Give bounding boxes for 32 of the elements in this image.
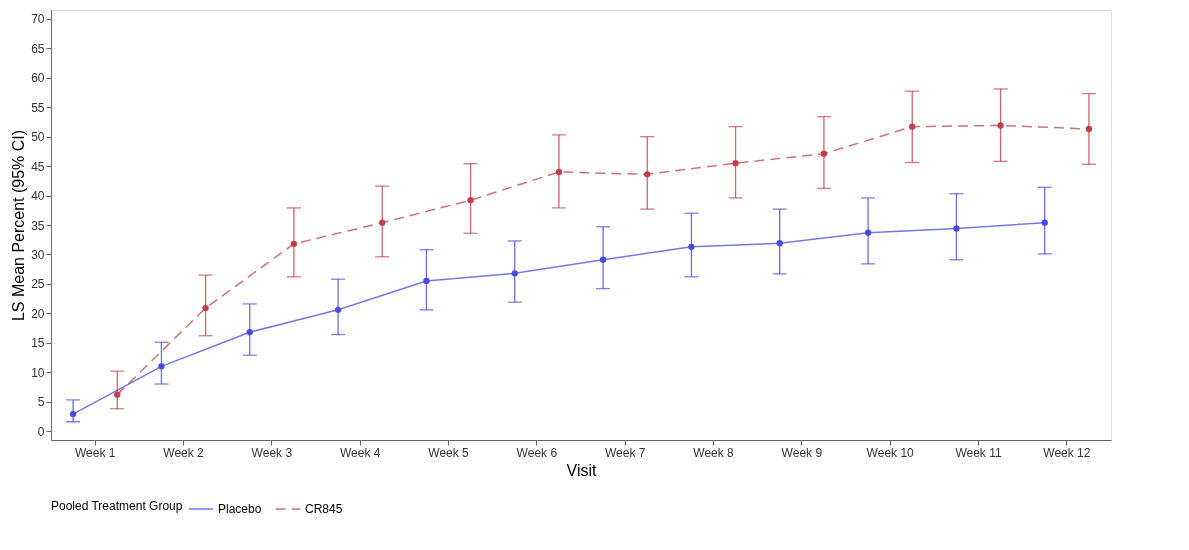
y-tick-label: 55 — [31, 100, 45, 115]
x-tick-label: Week 11 — [955, 445, 1002, 460]
x-tick-label: Week 9 — [781, 445, 823, 460]
y-tick-label: 45 — [31, 159, 45, 174]
y-tick-label: 70 — [31, 12, 45, 27]
y-tick-label: 35 — [31, 218, 45, 233]
legend-label: CR845 — [305, 502, 343, 516]
y-tick-label: 15 — [31, 336, 45, 351]
x-tick-label: Week 5 — [428, 445, 470, 460]
y-tick-label: 5 — [37, 395, 45, 410]
y-tick-label: 0 — [37, 424, 45, 439]
y-tick-label: 10 — [31, 365, 45, 380]
y-tick-label: 50 — [31, 130, 45, 145]
y-axis-title: LS Mean Percent (95% CI) — [10, 129, 28, 322]
y-tick-label: 20 — [31, 306, 45, 321]
x-tick-label: Week 12 — [1043, 445, 1091, 460]
x-tick-label: Week 2 — [163, 445, 205, 460]
x-tick-label: Week 3 — [251, 445, 293, 460]
x-tick-label: Week 6 — [516, 445, 558, 460]
y-tick-label: 30 — [31, 247, 45, 262]
legend-label: Placebo — [218, 502, 262, 516]
x-tick-label: Week 7 — [604, 445, 646, 460]
x-tick-label: Week 10 — [866, 445, 915, 460]
legend-title: Pooled Treatment Group — [51, 499, 183, 513]
x-tick-label: Week 4 — [339, 445, 381, 460]
x-axis-title: Visit — [566, 461, 598, 479]
x-tick-label: Week 1 — [74, 445, 116, 460]
y-tick-label: 60 — [31, 71, 45, 86]
y-tick-label: 40 — [31, 189, 45, 204]
y-tick-label: 25 — [31, 277, 45, 292]
x-tick-label: Week 8 — [693, 445, 735, 460]
y-tick-label: 65 — [31, 41, 45, 56]
